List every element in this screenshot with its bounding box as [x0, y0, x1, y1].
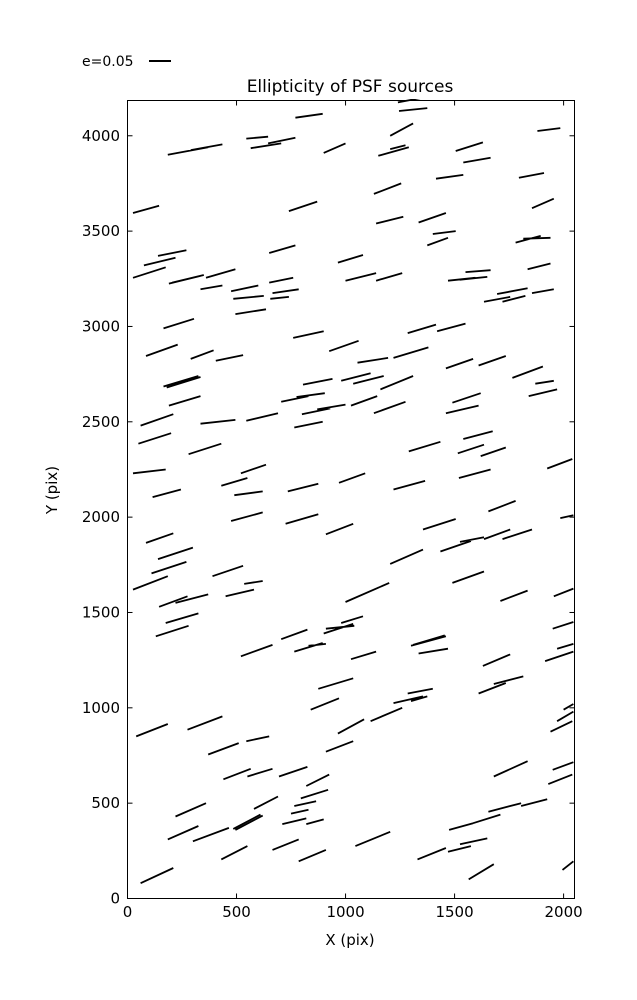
y-tick-label: 0: [110, 890, 120, 908]
y-tick-label: 2500: [82, 413, 120, 431]
x-tick-label: 2000: [545, 903, 583, 921]
legend-label: e=0.05: [82, 54, 134, 70]
y-tick-label: 1000: [82, 699, 120, 717]
y-tick-label: 3500: [82, 222, 120, 240]
x-tick-label: 0: [123, 903, 133, 921]
y-tick-label: 4000: [82, 127, 120, 145]
x-tick-label: 500: [222, 903, 251, 921]
y-tick-label: 500: [91, 794, 120, 812]
x-axis-label: X (pix): [325, 931, 374, 949]
x-tick-label: 1500: [435, 903, 473, 921]
y-axis-label: Y (pix): [43, 466, 61, 515]
y-tick-label: 3000: [82, 317, 120, 335]
axes-frame: [127, 100, 575, 899]
plot-title: Ellipticity of PSF sources: [247, 77, 454, 97]
x-tick-label: 1000: [326, 903, 364, 921]
y-tick-label: 2000: [82, 508, 120, 526]
ellipticity-segments: [132, 99, 574, 885]
y-tick-label: 1500: [82, 603, 120, 621]
